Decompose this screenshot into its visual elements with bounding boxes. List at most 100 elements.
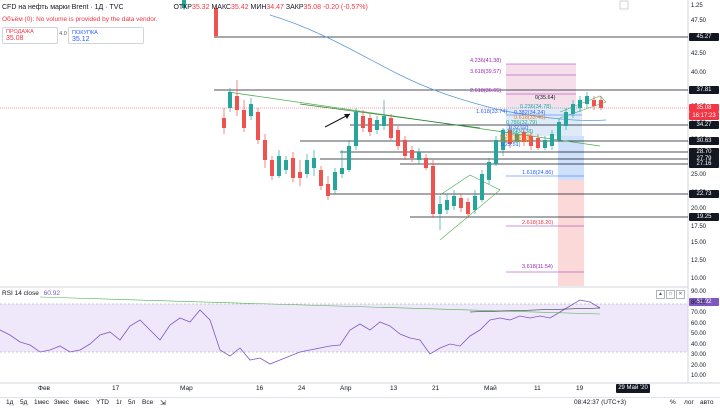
rsi-tag: 61.92	[689, 298, 719, 306]
candle	[529, 136, 533, 146]
candle	[459, 198, 463, 208]
rsi-tick: 60.00	[691, 320, 707, 327]
fib-label: 0.382(28.79)	[500, 134, 532, 140]
candle	[445, 200, 449, 210]
timeframe-button[interactable]: 1г	[116, 399, 122, 406]
date-label: Май	[484, 385, 497, 392]
candle	[487, 162, 491, 180]
candle	[305, 160, 309, 174]
fib-label: 1(29.51)	[500, 142, 521, 148]
price-tag: 45.27	[689, 33, 719, 41]
fib-lines	[506, 63, 584, 273]
timeframe-button[interactable]: 5д	[20, 399, 28, 406]
candle	[284, 160, 288, 170]
candle	[585, 96, 589, 104]
price-tick: 40.00	[691, 70, 707, 76]
candle	[291, 158, 295, 178]
candle	[522, 132, 526, 142]
symbol-title[interactable]: CFD на нефть марки Brent · 1Д · TVC	[2, 4, 124, 11]
rsi-tick: 70.00	[691, 310, 707, 316]
fib-zone-mid	[506, 106, 582, 136]
price-tick: 15.00	[691, 240, 707, 246]
pane-maximize-icon[interactable]: □	[666, 290, 675, 299]
candle	[298, 172, 302, 178]
date-label: 13	[390, 385, 398, 392]
candle	[599, 100, 603, 108]
price-tag: 30.63	[689, 137, 719, 145]
price-tick: 47.50	[691, 18, 707, 24]
candle	[571, 104, 575, 114]
date-label: Апр	[340, 385, 352, 392]
rsi-line	[0, 299, 601, 365]
percent-toggle[interactable]: %	[670, 399, 676, 406]
fib-label: 0.786(32.79)	[506, 120, 538, 126]
rsi-tick: 90.00	[691, 289, 707, 295]
timeframe-button[interactable]: Все	[142, 399, 154, 406]
candle	[214, 8, 218, 36]
candle	[249, 104, 253, 116]
candle	[222, 118, 226, 128]
spread-value: 4.0	[59, 31, 67, 37]
sell-button[interactable]: ПРОДАЖА 35.08	[2, 27, 58, 44]
fib-zone-red	[558, 180, 584, 286]
timeframe-button[interactable]: 6мес	[74, 399, 89, 406]
rsi-tick: 50.00	[691, 331, 707, 337]
fib-zone-blue	[558, 136, 584, 180]
date-label: 11	[534, 385, 541, 392]
price-tag: 16:17:23	[689, 112, 719, 120]
candle	[354, 112, 358, 146]
candle	[578, 100, 582, 108]
timeframe-button[interactable]: 1мес	[34, 399, 49, 406]
price-tick: 25.00	[691, 172, 707, 178]
rsi-tick: 10.00	[691, 373, 707, 379]
timeframe-button[interactable]: YTD	[96, 399, 109, 406]
candle	[389, 118, 393, 138]
candle	[277, 156, 281, 176]
candle	[501, 130, 505, 150]
date-label: Фев	[38, 385, 51, 392]
fib-label: 0.236(34.78)	[520, 104, 552, 110]
candle	[592, 100, 596, 106]
timeframe-button[interactable]: 5л	[128, 399, 136, 406]
candle	[333, 172, 337, 190]
buy-button[interactable]: ПОКУПКА 35.12	[68, 27, 144, 44]
chart-legend: CFD на нефть марки Brent · 1Д · TVC ОТКР…	[2, 4, 368, 11]
pane-up-icon[interactable]: ▲	[656, 290, 665, 299]
fib-label: 0(35.64)	[535, 95, 556, 101]
price-tick: 1.25	[691, 3, 703, 9]
candle	[361, 116, 365, 128]
clock[interactable]: 08:42:37 (UTC+3)	[574, 399, 627, 406]
timeframe-button[interactable]: 3мес	[54, 399, 69, 406]
bottom-toolbar: 1д 5д 1мес 3мес 6мес YTD 1г 5л Все 08:42:37 (UTC…	[0, 397, 720, 409]
date-label: 21	[432, 385, 440, 392]
chart-canvas[interactable]	[0, 0, 720, 397]
fib-label: 0.236(30.38)	[502, 129, 534, 135]
log-toggle[interactable]: лог	[684, 399, 694, 406]
price-tag: 22.73	[689, 190, 719, 198]
fib-label: 1(32.02)	[508, 125, 529, 131]
cursor-date: 29 Май '20	[616, 384, 650, 393]
pane-close-icon[interactable]: ✕	[676, 290, 685, 299]
candle	[494, 140, 498, 164]
candle	[256, 112, 260, 140]
rsi-title[interactable]: RSI 14 close	[2, 290, 39, 297]
candle	[263, 140, 267, 160]
channel[interactable]	[439, 174, 501, 241]
auto-toggle[interactable]: авто	[700, 399, 714, 406]
fib-label: 0.382(34.24)	[514, 110, 546, 116]
candle	[228, 92, 232, 108]
price-tick: 42.50	[691, 51, 707, 57]
candle	[417, 152, 421, 160]
fib-label: 3.618(11.54)	[522, 264, 553, 270]
candle	[536, 138, 540, 148]
candle	[326, 184, 330, 196]
horizontal-levels[interactable]	[214, 36, 688, 218]
price-tag: 27.79	[689, 155, 719, 163]
date-range-icon[interactable]: ⇲	[160, 400, 166, 407]
timeframe-button[interactable]: 1д	[6, 399, 14, 406]
date-label: 16	[256, 385, 264, 392]
candles	[182, 0, 603, 230]
price-tick: 10.00	[691, 276, 707, 282]
fib-zone-upper	[506, 64, 576, 106]
candle	[564, 112, 568, 126]
